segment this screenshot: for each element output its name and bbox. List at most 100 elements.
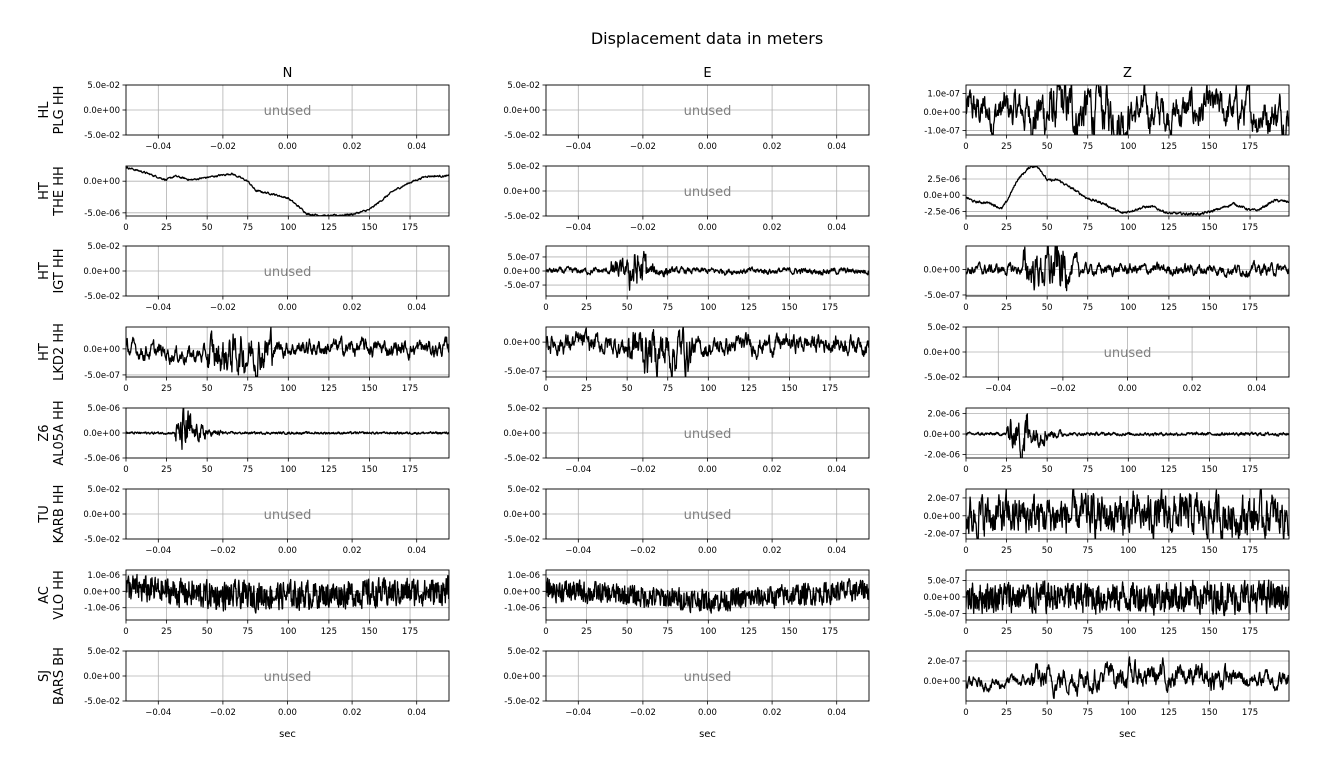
- figure-title: Displacement data in meters: [591, 29, 823, 48]
- column-title-E: E: [703, 66, 711, 81]
- x-tick-label: 100: [280, 627, 296, 637]
- y-tick-label: 5.0e-02: [507, 404, 540, 414]
- network-code: AC: [37, 586, 52, 604]
- x-tick-label: 50: [622, 384, 633, 394]
- y-tick-label: 5.0e-02: [507, 485, 540, 495]
- x-tick-label: 150: [1201, 465, 1217, 475]
- axes-frame: [125, 84, 450, 136]
- x-tick-label: 125: [1161, 142, 1177, 152]
- y-tick-label: 0.0e+00: [503, 510, 540, 520]
- x-tick-label: 175: [822, 303, 838, 313]
- x-tick-label: 100: [1120, 546, 1136, 556]
- x-tick-label: 75: [1082, 627, 1093, 637]
- x-tick-label: −0.02: [210, 708, 236, 718]
- x-tick-label: 50: [1042, 546, 1053, 556]
- x-tick-label: 0.02: [763, 465, 782, 475]
- waveform-trace: [966, 656, 1289, 699]
- x-tick-label: 0.02: [763, 142, 782, 152]
- subplot-HT-LKD2-E: 0 25 50 75 100 125 150 175 0.0e+00 -5.0e-07: [503, 326, 870, 394]
- x-tick-label: 175: [822, 627, 838, 637]
- x-tick-label: 50: [622, 303, 633, 313]
- y-tick-label: -1.0e-06: [84, 604, 120, 614]
- axes-frame: [545, 84, 870, 136]
- x-tick-label: 50: [202, 384, 213, 394]
- y-tick-label: 5.0e-07: [927, 577, 960, 587]
- y-tick-label: -2.0e-06: [924, 450, 960, 460]
- x-tick-label: 100: [1120, 142, 1136, 152]
- x-tick-label: 0.00: [698, 142, 717, 152]
- axes-frame: [125, 407, 450, 459]
- axes-frame: [965, 650, 1290, 702]
- subplot-HT-THE-E: −0.04 −0.02 0.00 0.02 0.04 5.0e-02 0.0e+00 -5.0…: [503, 162, 870, 233]
- network-code: HT: [37, 343, 52, 361]
- x-tick-label: 75: [242, 223, 253, 233]
- x-tick-label: 125: [1161, 303, 1177, 313]
- x-tick-label: 125: [1161, 708, 1177, 718]
- x-tick-label: 175: [402, 384, 418, 394]
- axes-frame: [545, 407, 870, 459]
- x-tick-label: 100: [1120, 465, 1136, 475]
- x-tick-label: −0.04: [985, 384, 1011, 394]
- x-tick-label: 75: [1082, 708, 1093, 718]
- x-tick-label: 175: [822, 384, 838, 394]
- subplot-HL-PLG-Z: 0 25 50 75 100 125 150 175 1.0e-07 0.0e+00 -1.0e-0…: [923, 84, 1290, 152]
- x-tick-label: 0: [963, 223, 968, 233]
- x-tick-label: 25: [1001, 546, 1012, 556]
- x-tick-label: 75: [242, 384, 253, 394]
- x-tick-label: 125: [321, 384, 337, 394]
- x-tick-label: 150: [361, 465, 377, 475]
- y-tick-label: 1.0e-07: [927, 90, 960, 100]
- x-tick-label: 25: [581, 303, 592, 313]
- x-tick-label: 0.02: [343, 546, 362, 556]
- x-axis-label: sec: [1119, 729, 1136, 740]
- y-tick-label: 2.0e-06: [927, 410, 960, 420]
- axes-frame: [545, 569, 870, 621]
- y-tick-label: -5.0e-02: [84, 535, 120, 545]
- y-tick-label: -5.0e-07: [924, 609, 960, 619]
- x-tick-label: 150: [1201, 303, 1217, 313]
- y-tick-label: -5.0e-07: [504, 281, 540, 291]
- x-tick-label: 0.00: [698, 223, 717, 233]
- row-label: TUKARB HH: [37, 485, 67, 544]
- y-tick-label: 2.5e-06: [927, 175, 960, 185]
- x-tick-label: 125: [1161, 627, 1177, 637]
- x-tick-label: −0.04: [145, 546, 171, 556]
- x-tick-label: 0.00: [278, 546, 297, 556]
- x-tick-label: 150: [1201, 627, 1217, 637]
- y-tick-label: -2.0e-07: [924, 530, 960, 540]
- y-tick-label: -5.0e-02: [84, 697, 120, 707]
- station-channel: KARB HH: [52, 485, 67, 544]
- axes-frame: [545, 165, 870, 217]
- station-channel: AL05A HH: [52, 400, 67, 465]
- x-tick-label: 0.04: [407, 142, 426, 152]
- x-tick-label: 25: [581, 627, 592, 637]
- x-tick-label: 25: [1001, 627, 1012, 637]
- x-tick-label: 0.04: [827, 142, 846, 152]
- y-tick-label: -5.0e-07: [504, 367, 540, 377]
- axes-frame: [125, 569, 450, 621]
- y-tick-label: -5.0e-06: [84, 209, 120, 219]
- column-title-Z: Z: [1123, 66, 1132, 81]
- x-tick-label: 50: [1042, 708, 1053, 718]
- x-tick-label: −0.02: [630, 465, 656, 475]
- x-tick-label: 100: [280, 384, 296, 394]
- axes-frame: [965, 488, 1290, 540]
- network-code: HT: [37, 182, 52, 200]
- station-channel: LKD2 HH: [52, 323, 67, 381]
- subplot-HT-THE-N: 0 25 50 75 100 125 150 175 0.0e+00 -5.0e-06: [83, 165, 450, 233]
- y-tick-label: 0.0e+00: [923, 265, 960, 275]
- subplot-TU-KARB-N: −0.04 −0.02 0.00 0.02 0.04 5.0e-02 0.0e+00 -5.0…: [83, 485, 450, 556]
- x-tick-label: 75: [1082, 223, 1093, 233]
- x-tick-label: 50: [1042, 627, 1053, 637]
- x-tick-label: 0.02: [763, 546, 782, 556]
- x-tick-label: 175: [1242, 465, 1258, 475]
- y-tick-label: -5.0e-02: [504, 454, 540, 464]
- y-tick-label: 0.0e+00: [83, 672, 120, 682]
- x-tick-label: −0.04: [565, 142, 591, 152]
- x-tick-label: −0.02: [630, 223, 656, 233]
- x-tick-label: 0.04: [407, 303, 426, 313]
- y-tick-label: 0.0e+00: [503, 429, 540, 439]
- x-tick-label: 150: [1201, 546, 1217, 556]
- x-tick-label: 175: [1242, 142, 1258, 152]
